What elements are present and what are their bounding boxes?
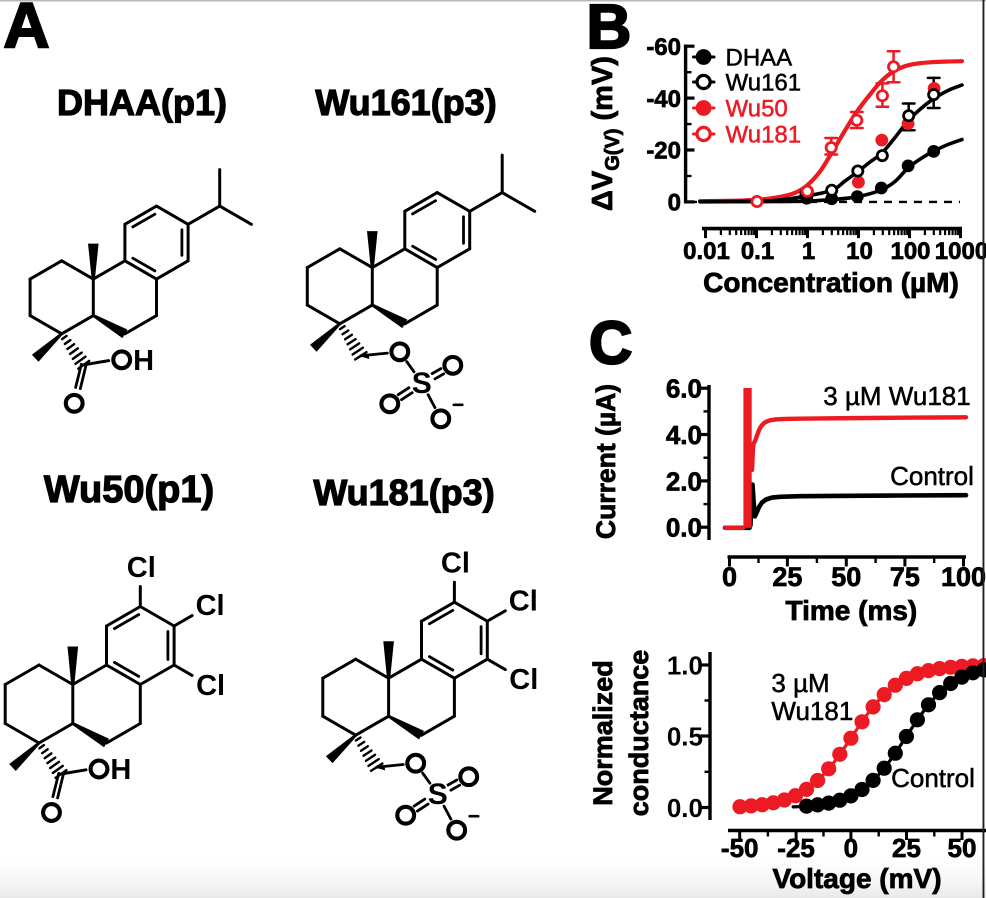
svg-text:Concentration (µM): Concentration (µM)	[703, 267, 959, 298]
svg-text:ΔVG(V) (mV): ΔVG(V) (mV)	[587, 56, 624, 211]
svg-text:H: H	[133, 345, 154, 377]
svg-text:A: A	[3, 0, 49, 61]
svg-text:Wu161: Wu161	[726, 70, 802, 97]
svg-text:1: 1	[802, 238, 815, 265]
svg-text:3 µM: 3 µM	[771, 668, 829, 698]
svg-text:S: S	[412, 367, 432, 400]
svg-text:Wu181: Wu181	[771, 696, 853, 726]
svg-text:25: 25	[772, 562, 802, 592]
svg-text:-25: -25	[777, 833, 815, 863]
svg-text:Normalized: Normalized	[588, 660, 618, 806]
svg-text:-20: -20	[646, 138, 681, 165]
svg-text:S: S	[428, 778, 448, 811]
svg-text:0.0: 0.0	[667, 793, 703, 823]
svg-text:3 µM Wu181: 3 µM Wu181	[823, 381, 970, 411]
svg-text:0.5: 0.5	[667, 722, 703, 752]
svg-text:0: 0	[668, 190, 681, 217]
svg-text:0.1: 0.1	[741, 238, 774, 265]
svg-text:Control: Control	[891, 763, 975, 793]
svg-text:50: 50	[831, 562, 861, 592]
svg-text:100: 100	[890, 238, 930, 265]
svg-text:1000: 1000	[935, 238, 986, 265]
svg-text:-50: -50	[721, 833, 759, 863]
svg-text:DHAA: DHAA	[726, 45, 793, 72]
svg-text:C: C	[589, 310, 632, 377]
svg-text:Wu50(p1): Wu50(p1)	[44, 469, 214, 511]
svg-text:0: 0	[722, 562, 737, 592]
svg-text:0.01: 0.01	[683, 238, 730, 265]
svg-text:Cl: Cl	[127, 552, 156, 584]
svg-text:6.0: 6.0	[666, 374, 702, 404]
svg-text:Wu181: Wu181	[726, 122, 802, 149]
svg-text:Wu50: Wu50	[726, 96, 788, 123]
svg-text:50: 50	[948, 833, 977, 863]
svg-text:Current (µA): Current (µA)	[591, 384, 621, 539]
svg-text:75: 75	[890, 562, 920, 592]
svg-text:10: 10	[846, 238, 873, 265]
svg-text:Cl: Cl	[509, 664, 538, 696]
svg-text:4.0: 4.0	[666, 420, 702, 450]
svg-text:2.0: 2.0	[666, 466, 702, 496]
svg-text:Control: Control	[890, 461, 974, 491]
svg-text:-40: -40	[646, 86, 681, 113]
svg-text:1.0: 1.0	[667, 651, 703, 681]
svg-text:Voltage (mV): Voltage (mV)	[772, 863, 941, 894]
svg-text:Wu181(p3): Wu181(p3)	[313, 472, 494, 513]
svg-text:25: 25	[892, 833, 921, 863]
svg-text:conductance: conductance	[624, 650, 654, 817]
svg-text:0.0: 0.0	[666, 513, 702, 543]
svg-text:H: H	[110, 754, 131, 786]
svg-text:B: B	[587, 0, 632, 62]
svg-text:Time (ms): Time (ms)	[786, 595, 918, 626]
svg-text:-60: -60	[646, 34, 681, 61]
svg-text:Cl: Cl	[196, 670, 225, 702]
svg-text:Wu161(p3): Wu161(p3)	[315, 82, 496, 123]
svg-text:Cl: Cl	[441, 548, 470, 580]
svg-text:0: 0	[844, 833, 858, 863]
svg-text:DHAA(p1): DHAA(p1)	[57, 82, 227, 123]
svg-text:Cl: Cl	[509, 585, 538, 617]
svg-text:Cl: Cl	[196, 590, 225, 622]
svg-text:100: 100	[941, 562, 986, 592]
